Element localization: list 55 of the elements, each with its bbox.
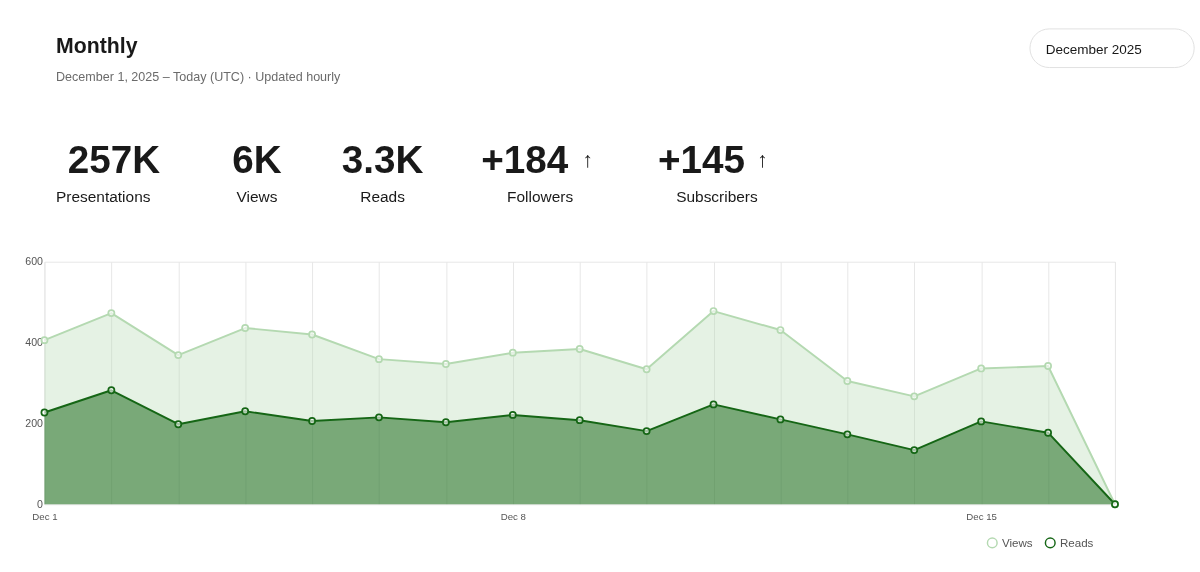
text: ↑ <box>757 148 768 173</box>
point <box>575 345 584 353</box>
text: Followers <box>507 187 574 205</box>
point <box>776 326 785 334</box>
point <box>308 417 316 425</box>
point <box>441 360 450 368</box>
text: 3.3K <box>341 137 424 181</box>
point <box>174 420 183 429</box>
text: Presentations <box>56 187 151 205</box>
point <box>375 413 383 422</box>
point <box>977 417 986 426</box>
point <box>308 330 316 339</box>
point <box>575 416 584 425</box>
text: December 1, 2025 – Today (UTC) · Updated hourly <box>56 70 342 85</box>
point <box>508 348 517 357</box>
legend-label: Reads <box>1059 536 1094 549</box>
text: Monthly <box>56 34 138 59</box>
x-tick-label: Dec 1 <box>32 511 58 523</box>
y-tick-label: 600 <box>25 255 44 268</box>
point <box>107 386 116 395</box>
point <box>441 418 450 427</box>
point <box>508 411 517 419</box>
point <box>977 364 986 373</box>
point <box>642 427 651 436</box>
text: ↑ <box>582 148 593 173</box>
point <box>843 377 852 385</box>
point <box>910 446 919 455</box>
point <box>241 324 250 332</box>
point <box>642 365 651 374</box>
text: 257K <box>67 137 161 181</box>
text: Subscribers <box>676 187 758 205</box>
point <box>843 430 852 439</box>
text: +184 <box>481 137 569 181</box>
text: December 2025 <box>1045 42 1142 58</box>
x-tick-label: Dec 15 <box>966 511 997 523</box>
point <box>375 355 383 364</box>
point <box>709 307 718 315</box>
point <box>910 392 919 401</box>
legend-label: Views <box>1001 536 1033 549</box>
point <box>776 415 785 424</box>
point <box>1044 362 1052 370</box>
point <box>1044 428 1052 437</box>
text: Views <box>236 187 278 205</box>
text: 6K <box>232 137 282 181</box>
point <box>709 400 718 409</box>
y-tick-label: 200 <box>25 416 44 429</box>
y-tick-label: 0 <box>37 497 44 510</box>
x-tick-label: Dec 8 <box>500 511 526 523</box>
point <box>241 407 250 416</box>
y-tick-label: 400 <box>25 335 44 348</box>
point <box>40 408 49 417</box>
point <box>107 309 116 317</box>
point <box>174 351 183 360</box>
text: +145 <box>657 137 745 181</box>
text: Reads <box>360 187 406 205</box>
